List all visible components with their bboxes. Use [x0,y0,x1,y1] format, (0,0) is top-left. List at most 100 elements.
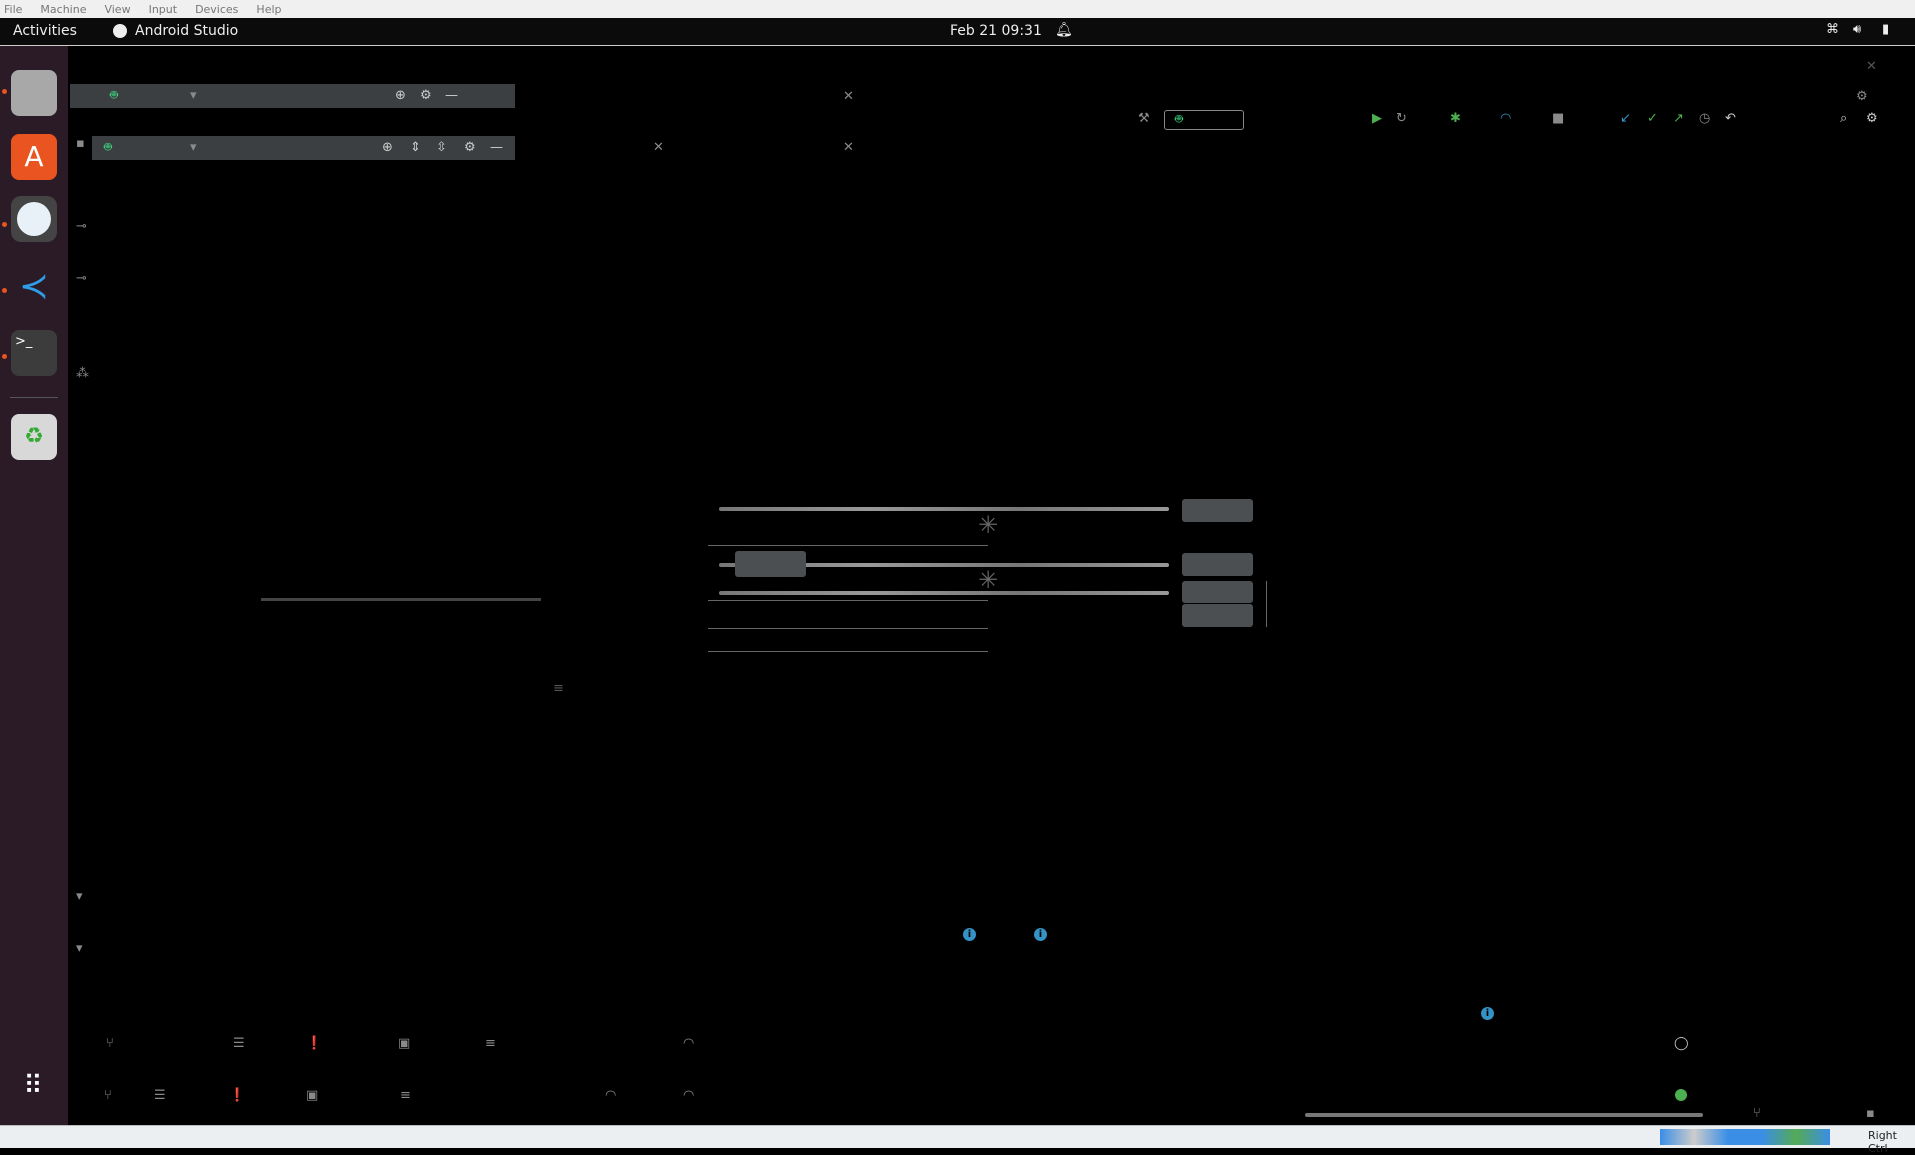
event-log-icon[interactable]: ◯ [1674,1036,1689,1051]
progress-track [261,598,541,601]
settings-icon[interactable]: ⚙ [1866,111,1878,126]
vcs-update-icon[interactable]: ↙ [1620,111,1631,126]
git-branch-icon[interactable]: ⑂ [106,1036,114,1051]
host-key-label: Right Ctrl [1868,1129,1897,1155]
android-studio-icon[interactable] [11,196,57,242]
run-icon[interactable]: ▶ [1372,111,1382,126]
divider [708,600,988,601]
virtualbox-statusbar: Right Ctrl [0,1125,1915,1155]
bell-icon[interactable]: 🔔︎ [1055,22,1073,38]
gear-icon[interactable]: ⚙ [420,88,432,103]
running-indicator [2,354,7,359]
info-icon[interactable]: i [1481,1007,1494,1020]
lines-icon: ≡ [553,681,564,696]
loading-spinner-icon: ✳ [978,511,999,539]
todo-icon[interactable]: ☰ [233,1036,245,1051]
profiler-icon[interactable]: ◠ [605,1088,617,1103]
locate-icon[interactable]: ⊕ [382,140,393,155]
menu-input[interactable]: Input [148,2,178,16]
terminal-icon[interactable]: >_ [11,330,57,376]
tool-window-header-1: 🤖︎ ▾ ⊕ ⚙ — [70,84,515,108]
running-indicator [2,222,7,227]
target-icon[interactable]: ⊕ [395,88,406,103]
trash-icon[interactable]: ♻ [11,414,57,460]
commit-icon[interactable]: ⊸ [76,271,87,286]
slider-thumb[interactable] [735,551,806,577]
tool-window-header-2: 🤖︎ ▾ ⊕ ⇕ ⇳ ⚙ — [92,136,515,160]
git-icon[interactable]: ⑂ [104,1088,112,1103]
slider-track[interactable] [719,507,1169,511]
show-apps-icon[interactable]: ⠿ [23,1071,43,1101]
divider [708,651,988,652]
expand-all-icon[interactable]: ⇕ [410,140,421,155]
vcs-push-icon[interactable]: ↗ [1673,111,1684,126]
info-icon[interactable]: i [1034,928,1047,941]
git-branch-icon[interactable]: ⑂ [1753,1106,1761,1121]
commit-icon[interactable]: ⊸ [76,219,87,234]
menu-devices[interactable]: Devices [195,2,239,16]
horizontal-scrollbar[interactable] [1305,1113,1703,1117]
chevron-down-icon[interactable]: ▾ [190,88,197,103]
problems-icon[interactable]: ❗ [306,1036,323,1051]
info-icon[interactable]: i [963,928,976,941]
android-icon: 🤖︎ [110,88,118,103]
menu-view[interactable]: View [104,2,131,16]
dialog-button[interactable] [1182,604,1253,627]
vm-device-icons[interactable] [1660,1129,1830,1145]
chevron-down-icon[interactable]: ▾ [190,140,197,155]
gear-icon[interactable]: ⚙ [464,140,476,155]
hammer-icon[interactable]: ⚒ [1138,111,1150,126]
profiler-icon[interactable]: ◠ [683,1036,695,1051]
folder-icon[interactable]: ▪ [76,136,85,151]
build-icon[interactable]: ≡ [400,1088,411,1103]
volume-icon[interactable]: 🔊︎ [1853,22,1862,37]
history-icon[interactable]: ◷ [1699,111,1711,126]
stop-icon[interactable]: ■ [1552,111,1565,126]
dialog-button[interactable] [1182,499,1253,522]
dialog-button[interactable] [1182,581,1253,603]
logcat-icon[interactable]: ≡ [485,1036,496,1051]
close-icon[interactable]: ✕ [653,140,664,155]
bookmark-icon[interactable]: ▾ [76,941,83,956]
debug-icon[interactable]: ✱ [1450,111,1461,126]
terminal-icon[interactable]: ▣ [306,1088,319,1103]
window-close-icon[interactable]: ✕ [1866,59,1877,74]
dialog-button[interactable] [1182,553,1253,576]
close-icon[interactable]: ✕ [843,140,854,155]
problems-icon[interactable]: ❗ [229,1088,246,1103]
minimize-icon[interactable]: — [445,88,458,103]
slider-track[interactable] [719,563,1169,567]
menu-machine[interactable]: Machine [40,2,87,16]
minimize-icon[interactable]: — [490,140,503,155]
running-indicator [2,288,7,293]
gear-icon[interactable]: ⚙ [1856,89,1868,104]
structure-icon[interactable]: ⁂ [76,366,89,381]
profiler-icon[interactable]: ◠ [1500,111,1512,126]
app-center-icon[interactable]: A [11,134,57,180]
vcs-commit-icon[interactable]: ✓ [1647,111,1658,126]
lock-icon[interactable]: ▪ [1866,1106,1875,1121]
menu-file[interactable]: File [4,2,23,16]
terminal-icon[interactable]: ▣ [398,1036,411,1051]
run-config-selector[interactable]: 🤖︎ [1164,110,1244,130]
slider-track[interactable] [719,591,1169,595]
dock: A ≺ >_ ♻ ⠿ [0,46,68,1125]
bookmark-icon[interactable]: ▾ [76,889,83,904]
profiler-icon[interactable]: ◠ [683,1088,695,1103]
divider [708,545,988,546]
vscode-icon[interactable]: ≺ [18,266,50,307]
collapse-all-icon[interactable]: ⇳ [436,140,447,155]
close-icon[interactable]: ✕ [843,89,854,104]
apply-changes-icon[interactable]: ↻ [1396,111,1407,126]
divider [1266,581,1267,627]
files-icon[interactable] [11,70,57,116]
search-icon[interactable]: ⌕ [1840,111,1848,126]
activities-button[interactable]: Activities [13,23,77,39]
app-menu[interactable]: Android Studio [135,23,239,39]
todo-icon[interactable]: ☰ [154,1088,166,1103]
rollback-icon[interactable]: ↶ [1725,111,1736,126]
clock[interactable]: Feb 21 09:31 [950,23,1042,39]
battery-icon[interactable]: ▮ [1882,22,1890,37]
network-icon[interactable]: ⌘ [1826,22,1839,37]
menu-help[interactable]: Help [256,2,282,16]
